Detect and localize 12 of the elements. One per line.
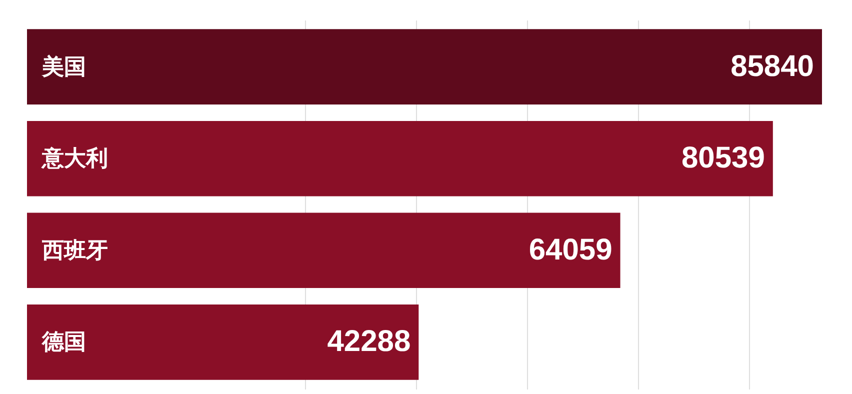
bar — [27, 212, 620, 288]
bar — [27, 120, 773, 196]
data-label: 80539 — [681, 142, 765, 175]
bar — [27, 304, 419, 380]
bar — [27, 29, 822, 104]
y-tick-label: 意大利 — [41, 146, 108, 172]
data-label: 64059 — [528, 233, 612, 266]
y-tick-label: 德国 — [41, 330, 86, 356]
y-tick-label: 美国 — [41, 54, 86, 80]
data-label: 42288 — [327, 325, 411, 358]
data-label: 85840 — [730, 50, 814, 83]
y-tick-label: 西班牙 — [41, 238, 108, 264]
